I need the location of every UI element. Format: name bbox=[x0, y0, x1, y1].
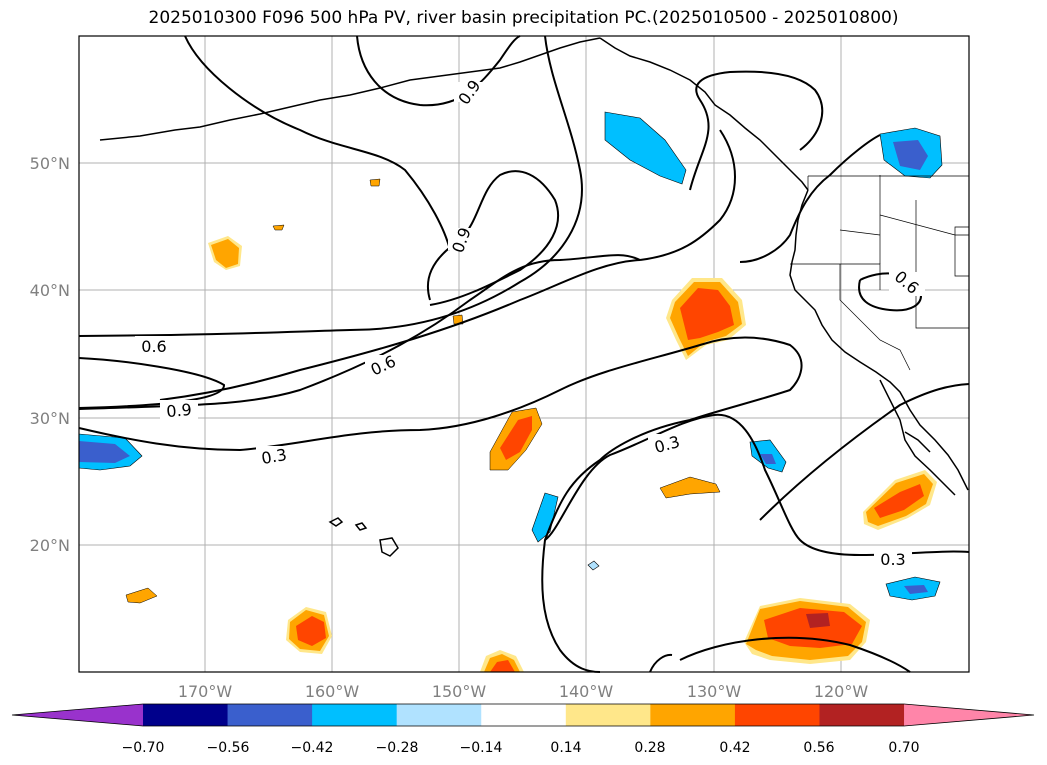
positive-anomaly-blob bbox=[286, 607, 332, 654]
colorbar-segment bbox=[734, 704, 820, 726]
colorbar-segment bbox=[819, 704, 905, 726]
contour-line bbox=[184, 35, 451, 251]
colorbar-segment bbox=[565, 704, 651, 726]
colorbar-tick-label: −0.28 bbox=[376, 740, 419, 756]
colorbar-segment bbox=[312, 704, 398, 726]
contour-line bbox=[759, 383, 970, 521]
colorbar-segment bbox=[481, 704, 567, 726]
lat-axis: 50°N 40°N 30°N 20°N bbox=[30, 154, 70, 555]
negative-anomaly-blob bbox=[531, 492, 559, 543]
lon-tick-label: 150°W bbox=[432, 682, 487, 701]
negative-anomaly-blob bbox=[78, 433, 143, 471]
colorbar-outline bbox=[11, 703, 1035, 727]
contour-label: 0.3 bbox=[880, 550, 905, 569]
colorbar-segment bbox=[396, 704, 482, 726]
positive-anomaly-blob bbox=[863, 470, 937, 530]
positive-anomaly-blob bbox=[452, 314, 464, 325]
negative-anomaly-blob bbox=[749, 439, 787, 473]
negative-anomaly-blob bbox=[885, 576, 941, 601]
map-background bbox=[79, 36, 969, 672]
positive-anomaly-blob bbox=[208, 236, 242, 270]
positive-anomaly-blob bbox=[480, 650, 524, 672]
contour-label: 0.9 bbox=[166, 400, 193, 421]
lon-tick-label: 140°W bbox=[559, 682, 614, 701]
positive-anomaly-blob bbox=[125, 587, 158, 604]
contour-line bbox=[78, 357, 226, 409]
precipitation-field bbox=[78, 111, 943, 672]
colorbar-segment bbox=[227, 704, 313, 726]
colorbar-segments bbox=[11, 703, 1035, 727]
contour-line bbox=[739, 134, 881, 263]
lat-tick-label: 20°N bbox=[30, 536, 70, 555]
colorbar-tick-label: −0.70 bbox=[122, 740, 165, 756]
positive-anomaly-blob bbox=[369, 178, 381, 187]
negative-anomaly-blob bbox=[604, 111, 687, 185]
map-panel: 0.9 0.9 0.6 0.6 0.9 0.3 0.6 0.3 0.3 bbox=[78, 19, 970, 673]
contour-line bbox=[639, 129, 736, 261]
contour-line bbox=[649, 653, 673, 673]
colorbar: −0.70 −0.56 −0.42 −0.28 −0.14 0.14 0.28 … bbox=[11, 703, 1035, 756]
colorbar-tick-label: 0.28 bbox=[634, 740, 665, 756]
lon-axis: 170°W 160°W 150°W 140°W 130°W 120°W bbox=[178, 682, 869, 701]
lon-tick-label: 160°W bbox=[305, 682, 360, 701]
colorbar-tick-label: 0.42 bbox=[719, 740, 750, 756]
map-title: 2025010300 F096 500 hPa PV, river basin … bbox=[148, 8, 899, 28]
colorbar-segment bbox=[143, 704, 229, 726]
colorbar-extend-min bbox=[12, 704, 143, 726]
contour-line bbox=[679, 636, 911, 673]
lat-tick-label: 50°N bbox=[30, 154, 70, 173]
negative-anomaly-blob bbox=[879, 127, 943, 179]
colorbar-tick-label: −0.14 bbox=[460, 740, 503, 756]
colorbar-tick-label: −0.42 bbox=[291, 740, 334, 756]
colorbar-tick-label: 0.56 bbox=[803, 740, 834, 756]
contour-label: 0.6 bbox=[141, 337, 166, 356]
contour-line bbox=[689, 70, 824, 191]
lat-tick-label: 30°N bbox=[30, 409, 70, 428]
contour-line bbox=[78, 35, 583, 337]
colorbar-ticks: −0.70 −0.56 −0.42 −0.28 −0.14 0.14 0.28 … bbox=[122, 740, 920, 756]
contour-line bbox=[78, 254, 641, 410]
contour-label: 0.3 bbox=[260, 445, 288, 468]
contour-labels: 0.9 0.9 0.6 0.6 0.9 0.3 0.6 0.3 0.3 bbox=[135, 76, 925, 569]
colorbar-tick-label: 0.14 bbox=[550, 740, 581, 756]
negative-anomaly-blob bbox=[587, 560, 600, 571]
contour-line bbox=[159, 259, 641, 401]
pv-contours bbox=[78, 35, 970, 673]
positive-anomaly-blob bbox=[272, 224, 285, 231]
lon-tick-label: 120°W bbox=[814, 682, 869, 701]
colorbar-tick-label: 0.70 bbox=[888, 740, 919, 756]
contour-line bbox=[544, 413, 970, 557]
positive-anomaly-blob bbox=[659, 476, 721, 499]
colorbar-segment bbox=[650, 704, 736, 726]
map-frame bbox=[78, 35, 970, 673]
lat-tick-label: 40°N bbox=[30, 281, 70, 300]
contour-line bbox=[78, 336, 803, 673]
positive-anomaly-blob bbox=[744, 598, 870, 664]
positive-anomaly-blob bbox=[489, 407, 543, 471]
lon-tick-label: 170°W bbox=[178, 682, 233, 701]
lon-tick-label: 130°W bbox=[687, 682, 742, 701]
colorbar-tick-label: −0.56 bbox=[207, 740, 250, 756]
borders bbox=[790, 175, 970, 371]
colorbar-extend-max bbox=[904, 704, 1034, 726]
